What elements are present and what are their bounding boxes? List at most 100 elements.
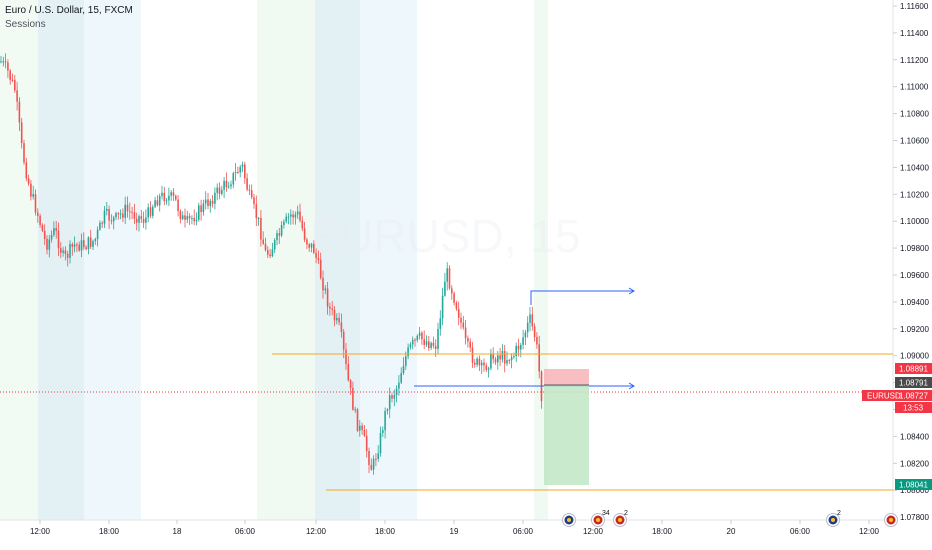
- candle: [186, 210, 189, 224]
- candle: [25, 157, 28, 182]
- candle: [386, 408, 389, 415]
- candle: [152, 204, 154, 219]
- candle: [106, 201, 108, 216]
- candle: [340, 313, 343, 338]
- candle: [414, 337, 416, 347]
- candle: [108, 205, 110, 229]
- short-position-tool[interactable]: [544, 369, 589, 485]
- candle: [377, 445, 379, 462]
- candle: [370, 458, 373, 471]
- candle: [11, 73, 14, 83]
- candle: [317, 250, 320, 265]
- candle: [533, 323, 536, 342]
- time-axis[interactable]: 12:00 18:00 18 06:00 12:00 18:00 19 06:00 12:00 1…: [30, 520, 880, 536]
- candle: [103, 205, 106, 229]
- economic-event-icon[interactable]: 2: [613, 510, 629, 527]
- candle: [319, 252, 322, 280]
- candle: [411, 336, 414, 350]
- candle: [469, 338, 471, 352]
- candlesticks: [0, 53, 543, 475]
- legend-indicator[interactable]: Sessions: [5, 19, 46, 30]
- candle: [359, 420, 361, 437]
- candle: [198, 202, 200, 222]
- price-axis[interactable]: 1.11600 1.11400 1.11200 1.11000 1.10800 1.106…: [893, 2, 929, 522]
- candle: [409, 342, 412, 350]
- candle: [23, 139, 25, 165]
- candle: [536, 332, 538, 349]
- candle: [336, 313, 338, 325]
- candle: [78, 241, 80, 252]
- candle: [446, 262, 448, 291]
- candle: [43, 224, 46, 246]
- candle: [214, 187, 216, 210]
- candle: [331, 301, 333, 316]
- candle: [175, 194, 177, 202]
- candle: [356, 408, 359, 432]
- candle: [303, 221, 306, 243]
- candle: [119, 209, 122, 220]
- candle: [476, 356, 478, 368]
- candle: [276, 230, 278, 246]
- time-axis-label: 12:00: [306, 527, 327, 536]
- candle: [405, 351, 407, 370]
- economic-event-icon[interactable]: [884, 513, 898, 527]
- candle: [315, 248, 317, 264]
- time-axis-label: 18:00: [652, 527, 673, 536]
- candle: [322, 270, 324, 299]
- candle: [244, 161, 246, 184]
- svg-text:1.08041: 1.08041: [899, 481, 928, 490]
- candle: [267, 246, 269, 258]
- arrow-upper[interactable]: [530, 287, 635, 305]
- candle: [140, 209, 143, 224]
- candle: [352, 381, 354, 411]
- economic-event-icon[interactable]: 34: [591, 510, 610, 527]
- arrow-lower[interactable]: [414, 382, 635, 390]
- candle: [99, 220, 101, 231]
- time-axis-label: 20: [727, 527, 736, 536]
- candle: [112, 215, 115, 230]
- candle: [16, 81, 18, 111]
- candle: [124, 196, 126, 225]
- candle: [92, 239, 94, 251]
- svg-text:1.08891: 1.08891: [899, 365, 928, 374]
- candle: [290, 209, 292, 225]
- candle: [285, 213, 287, 224]
- svg-text:EURUSD: EURUSD: [867, 392, 901, 401]
- candle: [432, 336, 435, 349]
- time-axis-label: 12:00: [30, 527, 51, 536]
- candle: [342, 328, 345, 359]
- candle: [301, 216, 304, 232]
- candle: [326, 282, 329, 315]
- economic-event-icon[interactable]: 2: [826, 510, 842, 527]
- candle: [384, 407, 386, 439]
- candle: [418, 326, 421, 340]
- legend-title[interactable]: Euro / U.S. Dollar, 15, FXCM: [5, 5, 133, 16]
- economic-event-icon[interactable]: [562, 513, 576, 527]
- candle: [354, 406, 356, 414]
- candle: [372, 455, 375, 475]
- candle: [227, 181, 230, 189]
- economic-events[interactable]: 34 2 2: [562, 510, 898, 527]
- candle: [464, 319, 467, 345]
- candle: [421, 331, 423, 345]
- candle: [329, 302, 331, 316]
- candle: [361, 422, 363, 435]
- time-axis-label: 06:00: [235, 527, 256, 536]
- candle: [520, 342, 522, 358]
- candle: [306, 237, 308, 249]
- candle: [87, 236, 90, 255]
- candle: [393, 389, 396, 407]
- session-bands: [0, 0, 548, 520]
- time-axis-label: 12:00: [583, 527, 604, 536]
- price-axis-label: 1.10200: [900, 190, 929, 199]
- candle: [117, 211, 120, 220]
- price-axis-label: 1.11000: [900, 83, 929, 92]
- candle: [308, 242, 310, 252]
- candle: [165, 197, 168, 205]
- event-badge: 34: [602, 510, 610, 517]
- candle: [18, 97, 21, 132]
- candle: [66, 250, 69, 267]
- candle: [283, 219, 285, 229]
- svg-text:1.08727: 1.08727: [899, 392, 928, 401]
